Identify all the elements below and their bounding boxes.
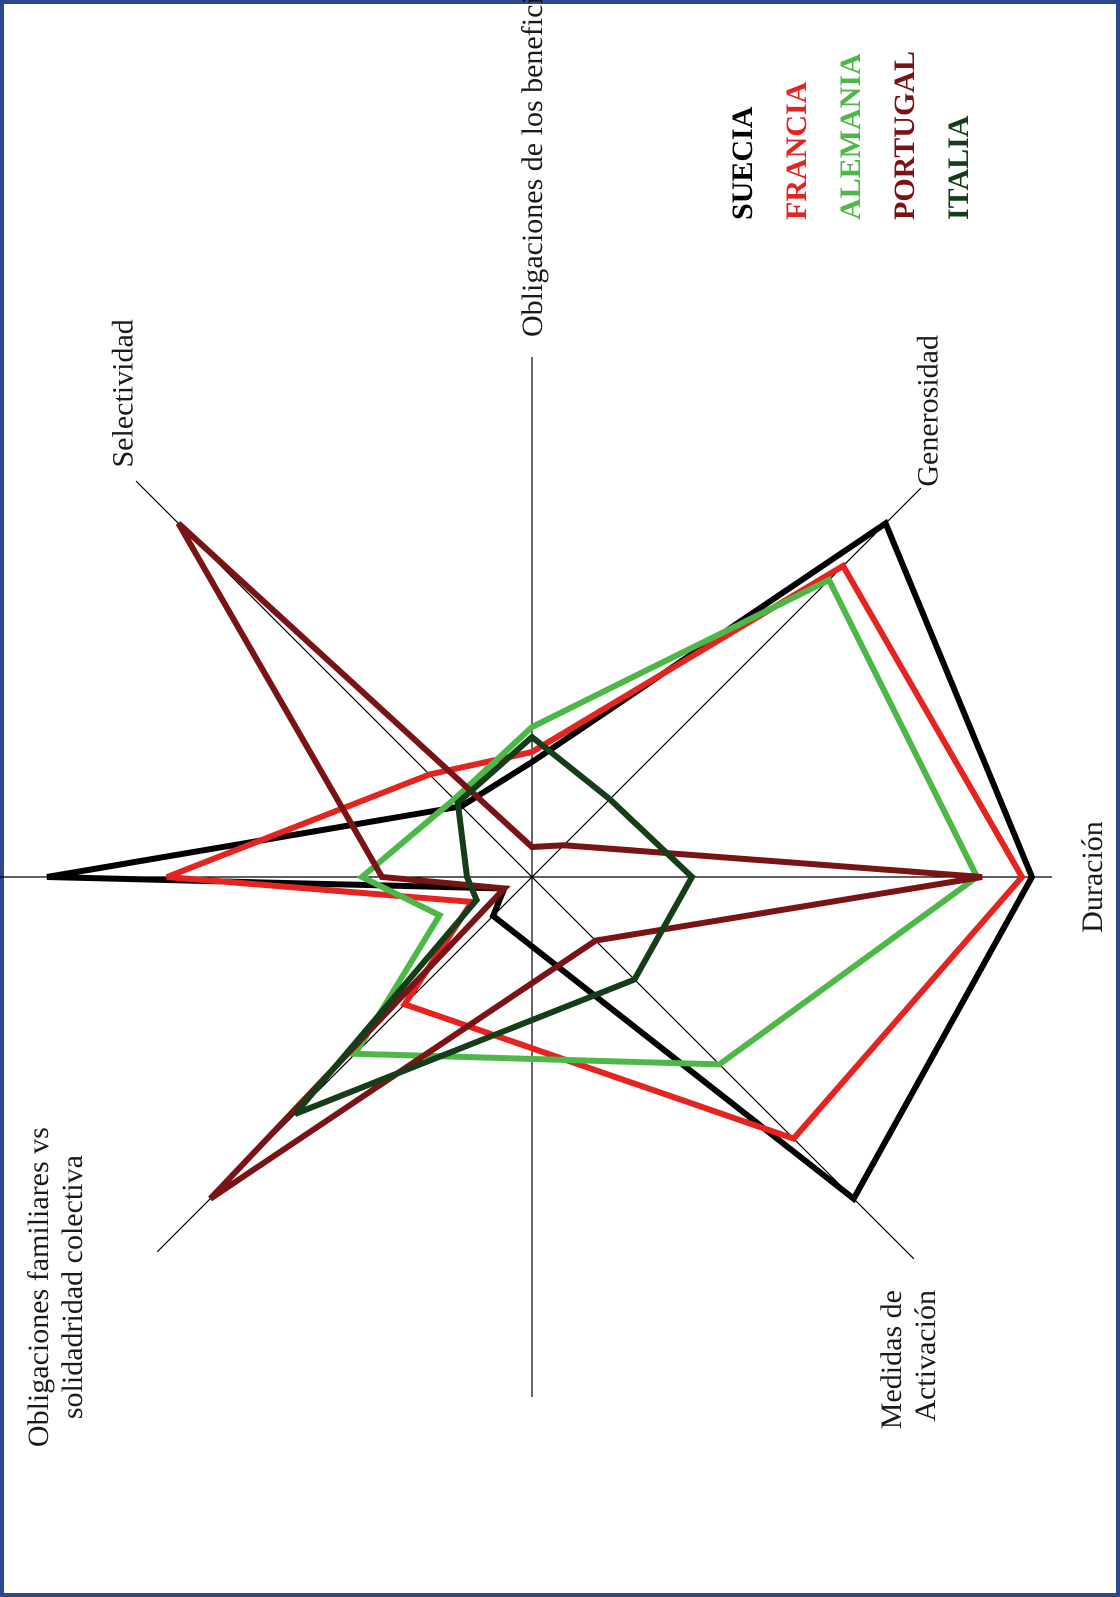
radar-series	[46, 518, 1036, 1204]
series-portugal-line	[175, 521, 983, 1202]
legend-item-alemania: ALEMANIA	[834, 53, 867, 220]
series-italia-line	[292, 733, 696, 1117]
axis-label-selectividad: Selectividad	[106, 319, 139, 467]
legend-item-francia: FRANCIA	[780, 81, 813, 220]
axis-label-oblig_familiares-line-2: solidadridad colectiva	[56, 1155, 89, 1419]
axis-label-obligaciones_beneficiarios: Obligaciones de los beneficiarios	[516, 0, 549, 337]
axis-label-oblig_familiares-line-1: Obligaciones familiares vs	[22, 1127, 55, 1447]
legend-item-suecia: SUECIA	[726, 106, 759, 220]
axis-line-diagonal-1	[135, 480, 915, 1260]
axis-label-duracion: Duración	[1076, 821, 1109, 933]
legend-item-portugal: PORTUGAL	[888, 51, 921, 220]
radar-chart: Universal vsfocalizaciónSelectividadObli…	[0, 0, 1109, 1447]
radar-axis-labels: Universal vsfocalizaciónSelectividadObli…	[22, 0, 1109, 1447]
axis-label-activacion-line-1: Medidas de	[875, 1290, 908, 1429]
chart-legend: SUECIA FRANCIA ALEMANIA PORTUGAL ITALIA	[726, 51, 975, 220]
axis-label-generosidad: Generosidad	[911, 335, 944, 487]
axis-label-activacion-line-2: Activación	[909, 1290, 942, 1422]
legend-item-italia: ITALIA	[942, 115, 975, 220]
series-suecia-line	[46, 518, 1036, 1204]
